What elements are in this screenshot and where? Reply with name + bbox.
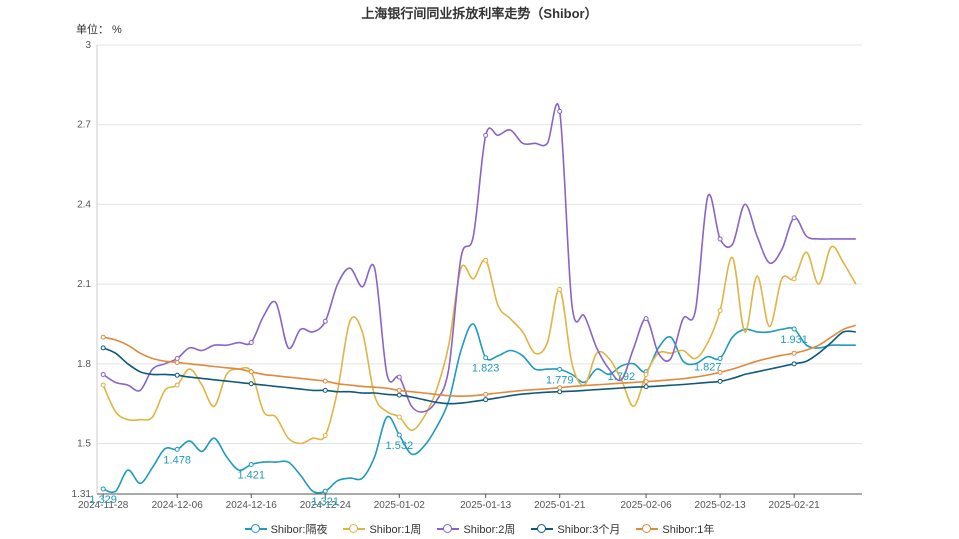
series-point-4	[100, 334, 106, 340]
legend-item[interactable]: Shibor:3个月	[531, 520, 620, 538]
x-tick-label: 2025-01-21	[534, 500, 586, 511]
series-point-2	[791, 215, 797, 221]
series-point-1	[717, 308, 723, 314]
series-point-2	[322, 318, 328, 324]
series-point-3	[248, 381, 254, 387]
legend-swatch-icon	[244, 524, 267, 534]
legend-label: Shibor:隔夜	[270, 524, 328, 536]
chart-title: 上海银行间同业拆放利率走势（Shibor）	[361, 6, 598, 21]
x-tick-label: 2024-12-24	[300, 500, 352, 511]
series-point-2	[396, 374, 402, 380]
series-point-1	[322, 433, 328, 439]
series-point-1	[643, 371, 649, 377]
series-point-4	[174, 359, 180, 365]
y-tick-label: 1.31	[72, 489, 92, 500]
legend-item[interactable]: Shibor:2周	[437, 520, 515, 538]
series-point-4	[717, 369, 723, 375]
series-point-4	[791, 350, 797, 356]
series-point-3	[100, 345, 106, 351]
y-tick-label: 3	[85, 40, 91, 51]
unit-label: 单位： %	[76, 24, 122, 36]
legend-swatch-icon	[343, 524, 366, 534]
series-line-2	[102, 103, 856, 413]
series-point-0	[248, 462, 254, 468]
series-point-3	[174, 372, 180, 378]
legend-item[interactable]: Shibor:1周	[343, 520, 421, 538]
series-point-3	[717, 378, 723, 384]
series-point-0	[100, 486, 106, 492]
series-point-0	[557, 366, 563, 372]
legend-item[interactable]: Shibor:1年	[636, 520, 714, 538]
data-label: 1.532	[386, 440, 414, 452]
legend-swatch-icon	[531, 524, 554, 534]
series-point-1	[483, 257, 489, 263]
legend-label: Shibor:3个月	[557, 524, 621, 536]
series-point-3	[557, 389, 563, 395]
y-tick-label: 2.7	[77, 120, 91, 131]
legend-label: Shibor:2周	[463, 524, 516, 536]
series-point-1	[791, 276, 797, 282]
legend-swatch-icon	[636, 524, 659, 534]
x-tick-label: 2025-02-21	[769, 500, 821, 511]
data-label: 1.827	[694, 362, 722, 374]
series-point-0	[791, 326, 797, 332]
y-tick-label: 2.1	[77, 279, 91, 290]
y-tick-label: 1.8	[77, 359, 91, 370]
series-point-1	[100, 382, 106, 388]
series-line-1	[102, 245, 857, 445]
series-point-3	[396, 392, 402, 398]
data-label: 1.421	[237, 470, 265, 482]
series-point-3	[791, 361, 797, 367]
series-point-0	[174, 446, 180, 452]
legend-label: Shibor:1年	[662, 524, 715, 536]
series-point-4	[557, 385, 563, 391]
series-point-1	[174, 382, 180, 388]
x-tick-label: 2025-01-13	[460, 500, 512, 511]
series-point-0	[322, 488, 328, 494]
x-tick-label: 2025-02-13	[695, 500, 747, 511]
series-point-3	[483, 397, 489, 403]
x-tick-label: 2024-12-16	[226, 500, 278, 511]
series-point-2	[483, 132, 489, 138]
series-point-2	[248, 340, 254, 346]
series-line-4	[103, 324, 857, 398]
series-point-1	[557, 286, 563, 292]
series-line-3	[102, 330, 856, 405]
series-point-2	[100, 371, 106, 377]
x-tick-label: 2024-12-06	[152, 500, 204, 511]
series-point-0	[717, 356, 723, 362]
series-point-2	[717, 236, 723, 242]
y-tick-label: 1.5	[77, 439, 91, 450]
series-point-4	[248, 369, 254, 375]
series-point-0	[396, 432, 402, 438]
series-point-4	[396, 387, 402, 393]
legend-label: Shibor:1周	[369, 524, 422, 536]
series-point-4	[322, 378, 328, 384]
x-tick-label: 2025-02-06	[620, 500, 672, 511]
series-point-3	[322, 387, 328, 393]
data-label: 1.792	[608, 371, 636, 383]
series-point-2	[174, 356, 180, 362]
series-point-2	[557, 108, 563, 114]
x-tick-label: 2024-11-28	[78, 500, 129, 511]
y-tick-label: 2.4	[77, 199, 91, 210]
series-line-0	[102, 323, 856, 494]
chart-legend: Shibor:隔夜 Shibor:1周 Shibor:2周 Shibor:3个月 Shi…	[0, 520, 959, 538]
series-point-0	[483, 355, 489, 361]
legend-item[interactable]: Shibor:隔夜	[244, 520, 328, 538]
data-label: 1.321	[312, 496, 340, 508]
series-point-1	[396, 414, 402, 420]
x-tick-label: 2025-01-02	[374, 500, 426, 511]
series-point-3	[643, 384, 649, 390]
series-point-2	[643, 316, 649, 322]
data-label: 1.823	[472, 363, 500, 375]
data-label: 1.931	[780, 334, 808, 346]
series-point-4	[643, 379, 649, 385]
data-label: 1.779	[546, 374, 574, 386]
series-point-4	[483, 391, 489, 397]
data-label: 1.329	[89, 494, 117, 506]
data-label: 1.478	[163, 454, 191, 466]
legend-swatch-icon	[437, 524, 460, 534]
